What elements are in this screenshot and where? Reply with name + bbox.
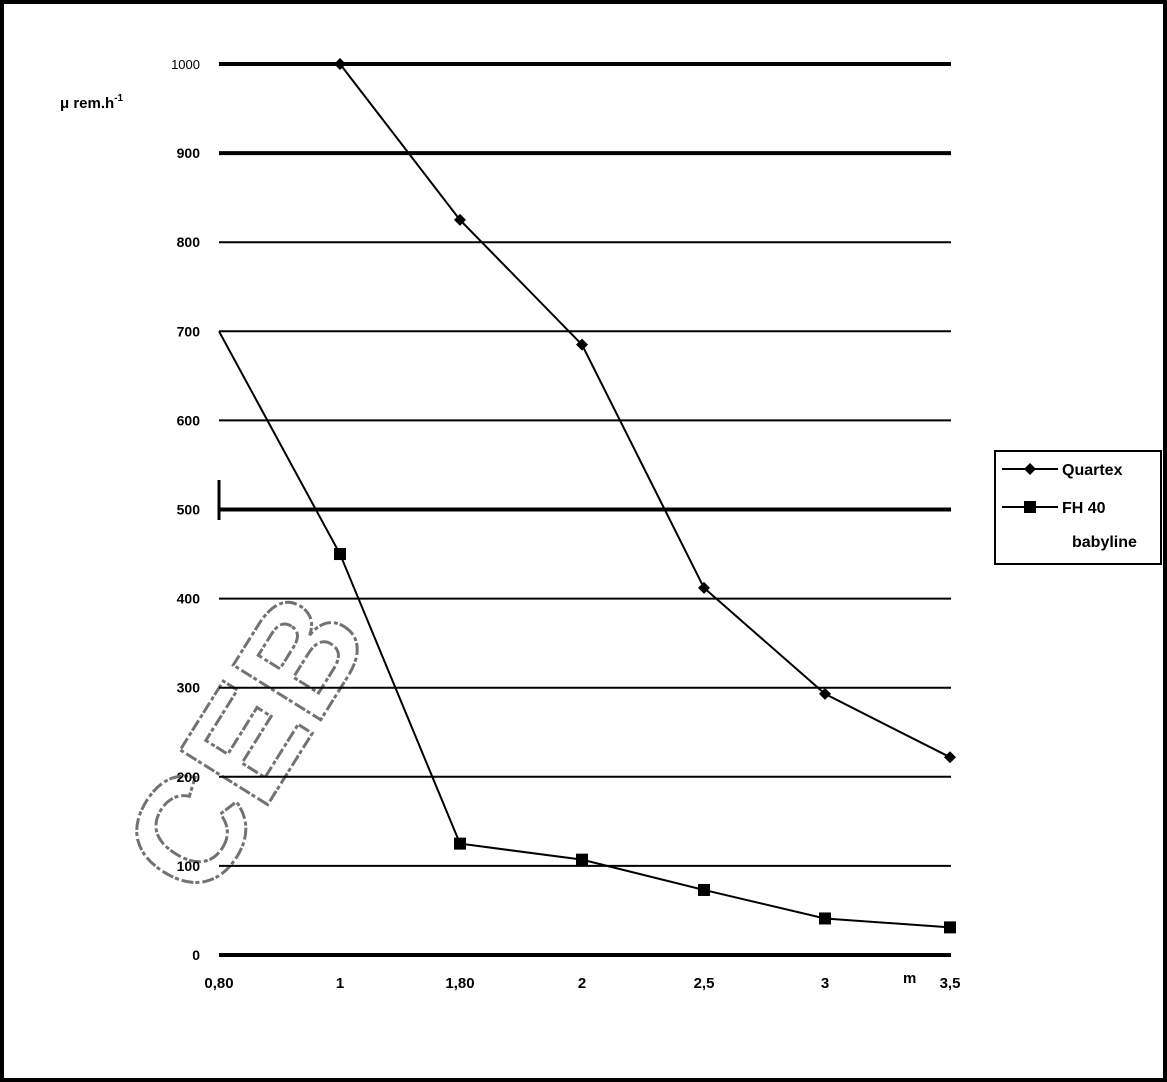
x-tick-label-5: 3 bbox=[821, 975, 829, 992]
series-1-point-3 bbox=[576, 854, 588, 866]
y-tick-label-0: 0 bbox=[192, 947, 200, 963]
series-0-point-5 bbox=[944, 751, 956, 763]
series-line-0 bbox=[340, 64, 950, 757]
series-1-point-4 bbox=[698, 884, 710, 896]
legend-fh40-marker bbox=[1024, 501, 1036, 513]
data-series bbox=[219, 58, 956, 933]
legend: Quartex FH 40 babyline bbox=[995, 451, 1161, 564]
gridlines bbox=[219, 64, 951, 955]
y-tick-label-100: 100 bbox=[177, 858, 201, 874]
x-tick-label-3: 2 bbox=[578, 975, 586, 992]
x-tick-label-0: 0,80 bbox=[204, 975, 233, 992]
y-tick-label-500: 500 bbox=[177, 502, 201, 518]
y-tick-label-200: 200 bbox=[177, 769, 201, 785]
y-tick-label-600: 600 bbox=[177, 412, 201, 428]
y-tick-label-700: 700 bbox=[177, 323, 201, 339]
watermark-stamp: CEB bbox=[90, 564, 400, 922]
y-tick-label-400: 400 bbox=[177, 591, 201, 607]
y-axis-label-exponent: -1 bbox=[114, 93, 123, 104]
series-1-point-5 bbox=[819, 912, 831, 924]
y-axis-label: μ rem.h-1 bbox=[60, 93, 124, 112]
series-1-point-2 bbox=[454, 838, 466, 850]
legend-quartex-label: Quartex bbox=[1062, 462, 1123, 479]
series-1-point-6 bbox=[944, 921, 956, 933]
x-tick-label-4: 2,5 bbox=[694, 975, 715, 992]
legend-fh40-label: FH 40 bbox=[1062, 500, 1106, 517]
x-tick-label-6: 3,5 bbox=[940, 975, 961, 992]
x-tick-labels: 0,80 1 1,80 2 2,5 3 3,5 bbox=[204, 975, 960, 992]
y-axis-label-text: μ rem.h bbox=[60, 95, 114, 112]
x-tick-label-2: 1,80 bbox=[445, 975, 474, 992]
y-tick-label-900: 900 bbox=[177, 145, 201, 161]
y-tick-label-300: 300 bbox=[177, 680, 201, 696]
y-tick-label-1000: 1000 bbox=[171, 57, 200, 72]
y-tick-label-800: 800 bbox=[177, 234, 201, 250]
series-1-point-1 bbox=[334, 548, 346, 560]
x-tick-label-1: 1 bbox=[336, 975, 344, 992]
x-axis-label: m bbox=[903, 970, 916, 987]
legend-fh40-label-line2: babyline bbox=[1072, 534, 1137, 551]
